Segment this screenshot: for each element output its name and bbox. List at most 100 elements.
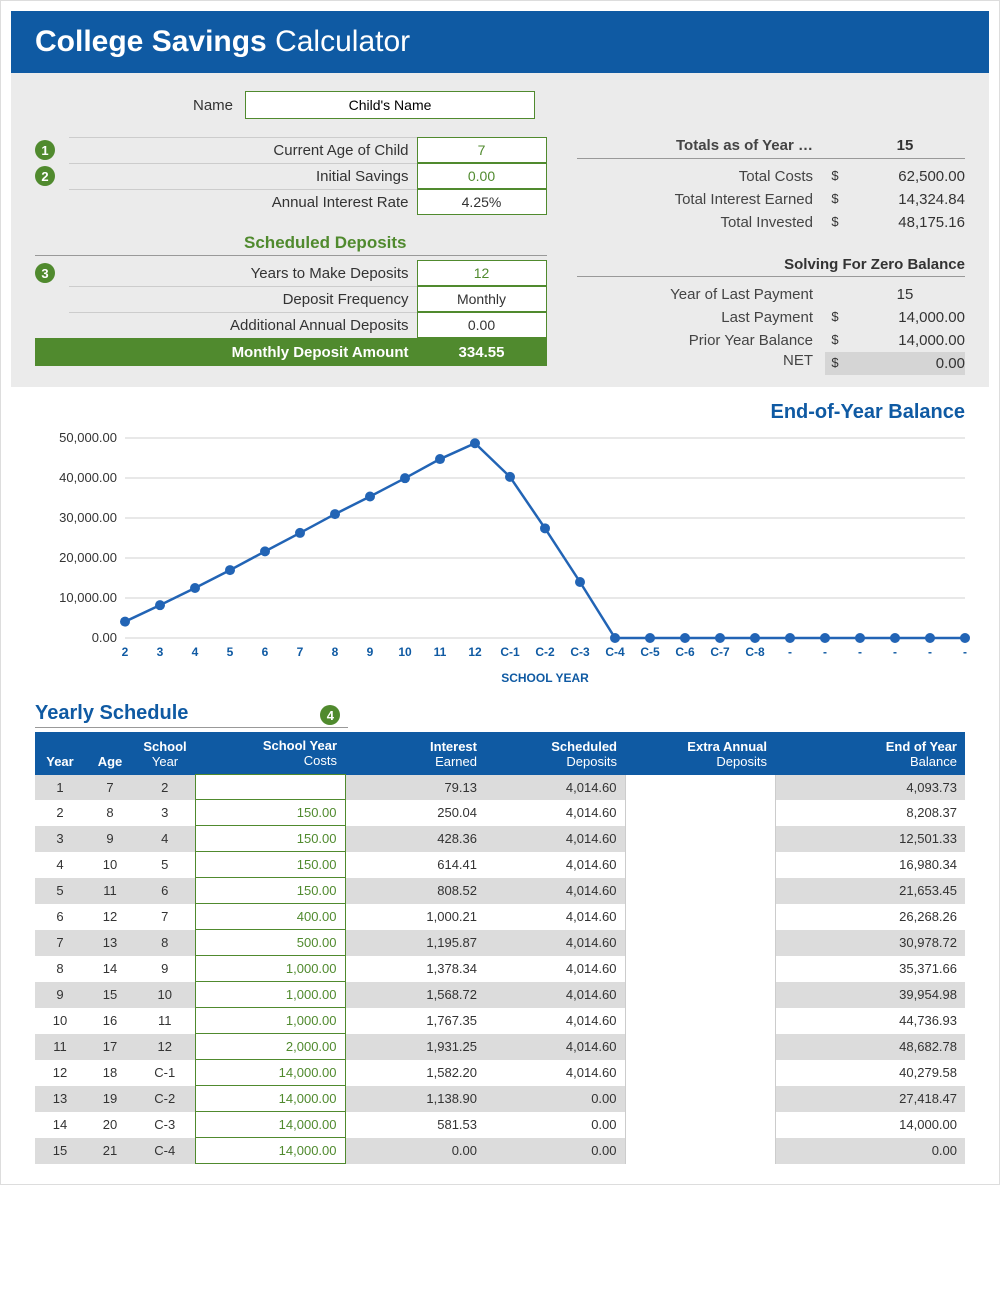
table-row: 3 9 4 150.00 428.36 4,014.60 12,501.33 — [35, 826, 965, 852]
cell-extra[interactable] — [625, 930, 775, 956]
cell-cost[interactable]: 14,000.00 — [195, 1112, 345, 1138]
cell-cost[interactable]: 1,000.00 — [195, 982, 345, 1008]
cell-school-year: C-1 — [135, 1060, 195, 1086]
cell-balance: 48,682.78 — [775, 1034, 965, 1060]
svg-text:C-2: C-2 — [535, 645, 555, 659]
totals-value: 14,324.84 — [845, 191, 965, 208]
additional-deposits-input[interactable]: 0.00 — [417, 312, 547, 338]
page-header: College Savings Calculator — [11, 11, 989, 73]
table-header: School YearCosts — [195, 732, 345, 775]
svg-text:30,000.00: 30,000.00 — [59, 510, 117, 525]
net-label: NET — [577, 352, 826, 375]
cell-cost[interactable]: 500.00 — [195, 930, 345, 956]
table-row: 2 8 3 150.00 250.04 4,014.60 8,208.37 — [35, 800, 965, 826]
cell-cost[interactable]: 1,000.00 — [195, 1008, 345, 1034]
svg-text:-: - — [963, 645, 967, 659]
cell-interest: 1,000.21 — [345, 904, 485, 930]
cell-extra[interactable] — [625, 1034, 775, 1060]
cell-year: 8 — [35, 956, 85, 982]
cell-age: 19 — [85, 1086, 135, 1112]
svg-text:7: 7 — [297, 645, 304, 659]
cell-scheduled: 4,014.60 — [485, 826, 625, 852]
initial-savings-input[interactable]: 0.00 — [417, 163, 547, 189]
cell-interest: 808.52 — [345, 878, 485, 904]
cell-cost[interactable]: 150.00 — [195, 800, 345, 826]
cell-scheduled: 4,014.60 — [485, 852, 625, 878]
totals-value: 62,500.00 — [845, 168, 965, 185]
cell-age: 11 — [85, 878, 135, 904]
monthly-deposit-value: 334.55 — [417, 344, 547, 361]
years-deposits-input[interactable]: 12 — [417, 260, 547, 286]
cell-extra[interactable] — [625, 1008, 775, 1034]
currency-symbol: $ — [825, 214, 845, 231]
cell-interest: 581.53 — [345, 1112, 485, 1138]
cell-cost[interactable]: 2,000.00 — [195, 1034, 345, 1060]
cell-scheduled: 4,014.60 — [485, 1034, 625, 1060]
cell-extra[interactable] — [625, 1112, 775, 1138]
interest-rate-input[interactable]: 4.25% — [417, 189, 547, 215]
cell-age: 17 — [85, 1034, 135, 1060]
cell-extra[interactable] — [625, 904, 775, 930]
cell-extra[interactable] — [625, 826, 775, 852]
svg-text:12: 12 — [468, 645, 482, 659]
cell-extra[interactable] — [625, 1086, 775, 1112]
currency-symbol — [825, 286, 845, 303]
cell-year: 12 — [35, 1060, 85, 1086]
cell-school-year: 7 — [135, 904, 195, 930]
cell-extra[interactable] — [625, 1138, 775, 1164]
monthly-deposit-label: Monthly Deposit Amount — [35, 344, 417, 361]
cell-cost[interactable]: 400.00 — [195, 904, 345, 930]
cell-scheduled: 0.00 — [485, 1112, 625, 1138]
cell-year: 9 — [35, 982, 85, 1008]
cell-extra[interactable] — [625, 775, 775, 800]
cell-interest: 614.41 — [345, 852, 485, 878]
cell-age: 8 — [85, 800, 135, 826]
currency-symbol: $ — [825, 168, 845, 185]
cell-cost[interactable]: 14,000.00 — [195, 1138, 345, 1164]
table-header: Age — [85, 732, 135, 775]
cell-scheduled: 4,014.60 — [485, 775, 625, 800]
schedule-table: YearAgeSchoolYearSchool YearCostsInteres… — [35, 732, 965, 1164]
currency-symbol: $ — [825, 309, 845, 326]
cell-extra[interactable] — [625, 800, 775, 826]
table-row: 9 15 10 1,000.00 1,568.72 4,014.60 39,95… — [35, 982, 965, 1008]
cell-year: 4 — [35, 852, 85, 878]
cell-extra[interactable] — [625, 1060, 775, 1086]
cell-cost[interactable]: 150.00 — [195, 852, 345, 878]
svg-text:40,000.00: 40,000.00 — [59, 470, 117, 485]
name-input[interactable] — [245, 91, 535, 119]
cell-extra[interactable] — [625, 852, 775, 878]
svg-text:10: 10 — [398, 645, 412, 659]
table-row: 5 11 6 150.00 808.52 4,014.60 21,653.45 — [35, 878, 965, 904]
cell-scheduled: 4,014.60 — [485, 956, 625, 982]
totals-label: Total Invested — [577, 214, 826, 231]
cell-extra[interactable] — [625, 956, 775, 982]
current-age-input[interactable]: 7 — [417, 137, 547, 163]
cell-interest: 1,378.34 — [345, 956, 485, 982]
deposit-freq-label: Deposit Frequency — [69, 286, 417, 312]
cell-cost[interactable] — [195, 775, 345, 800]
svg-text:8: 8 — [332, 645, 339, 659]
cell-balance: 0.00 — [775, 1138, 965, 1164]
cell-extra[interactable] — [625, 982, 775, 1008]
cell-cost[interactable]: 1,000.00 — [195, 956, 345, 982]
cell-cost[interactable]: 14,000.00 — [195, 1060, 345, 1086]
cell-interest: 1,931.25 — [345, 1034, 485, 1060]
svg-text:-: - — [788, 645, 792, 659]
svg-text:-: - — [858, 645, 862, 659]
cell-balance: 40,279.58 — [775, 1060, 965, 1086]
cell-school-year: C-2 — [135, 1086, 195, 1112]
svg-text:10,000.00: 10,000.00 — [59, 590, 117, 605]
cell-cost[interactable]: 150.00 — [195, 878, 345, 904]
table-header: ScheduledDeposits — [485, 732, 625, 775]
cell-cost[interactable]: 14,000.00 — [195, 1086, 345, 1112]
cell-cost[interactable]: 150.00 — [195, 826, 345, 852]
deposit-freq-input[interactable]: Monthly — [417, 286, 547, 312]
cell-school-year: 2 — [135, 775, 195, 800]
currency-symbol: $ — [825, 191, 845, 208]
cell-interest: 79.13 — [345, 775, 485, 800]
cell-age: 7 — [85, 775, 135, 800]
cell-extra[interactable] — [625, 878, 775, 904]
initial-savings-label: Initial Savings — [69, 163, 417, 189]
table-header: SchoolYear — [135, 732, 195, 775]
